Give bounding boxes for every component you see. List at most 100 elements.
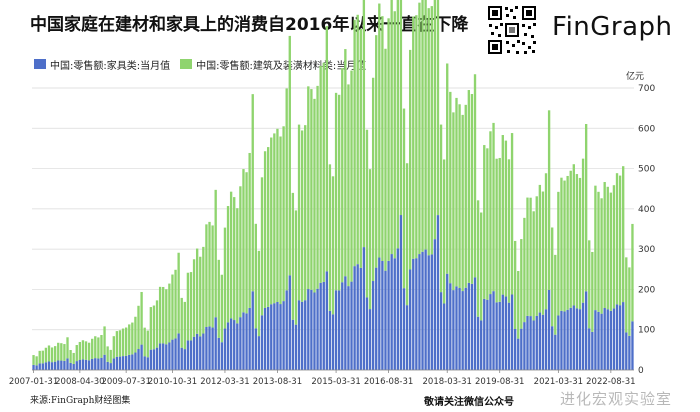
bar-furniture [183, 349, 186, 370]
bar-furniture [628, 335, 631, 370]
bar-materials [57, 342, 60, 361]
bar-materials [578, 177, 582, 310]
bar-furniture [544, 309, 548, 370]
y-tick-label: 100 [638, 326, 655, 336]
bar-furniture [282, 301, 285, 370]
bar-materials [297, 124, 301, 301]
bar-furniture [279, 304, 282, 370]
bar-materials [137, 305, 140, 350]
bar-materials [205, 224, 208, 327]
bar-furniture [106, 361, 109, 370]
bar-materials [433, 0, 437, 240]
bar-materials [248, 152, 251, 308]
bar-materials [146, 330, 149, 358]
bar-materials [436, 0, 440, 216]
bar-furniture [158, 343, 162, 370]
bar-materials [236, 208, 239, 324]
bar-materials [341, 68, 344, 283]
bar-furniture [439, 292, 443, 370]
bar-furniture [328, 310, 332, 370]
bar-materials [594, 185, 597, 311]
bar-furniture [495, 302, 498, 370]
bar-furniture [575, 308, 579, 370]
bar-furniture [594, 310, 597, 370]
bar-furniture [121, 356, 125, 370]
bar-materials [32, 355, 35, 365]
bar-materials [257, 250, 261, 337]
bar-materials [233, 197, 236, 321]
bar-materials [44, 347, 48, 363]
bar-materials [149, 307, 153, 350]
legend-item-materials: 中国:零售额:建筑及装潢材料类:当月值 [180, 57, 366, 72]
bar-materials [551, 227, 554, 327]
bar-materials [600, 198, 603, 314]
bar-furniture [87, 360, 91, 370]
bar-furniture [393, 258, 396, 370]
bar-materials [353, 19, 356, 267]
bar-materials [615, 173, 619, 305]
bar-furniture [526, 315, 529, 370]
bar-materials [239, 186, 242, 318]
bar-furniture [473, 277, 477, 370]
bar-materials [365, 129, 369, 298]
bar-furniture [603, 307, 606, 370]
bar-materials [421, 0, 424, 252]
bar-materials [359, 28, 362, 268]
bar-materials [368, 169, 372, 310]
bar-furniture [103, 354, 106, 370]
bar-materials [492, 122, 495, 292]
bar-materials [476, 200, 480, 317]
bar-furniture [44, 362, 48, 370]
bar-furniture [109, 363, 112, 370]
bar-furniture [140, 344, 143, 370]
bar-furniture [291, 319, 295, 370]
bar-furniture [520, 328, 523, 370]
bar-series [32, 0, 634, 370]
bar-furniture [214, 317, 217, 370]
bar-materials [260, 177, 264, 316]
bar-materials [223, 227, 227, 329]
bar-furniture [75, 361, 78, 370]
bar-furniture [338, 290, 341, 370]
bar-furniture [569, 307, 572, 370]
bar-furniture [202, 333, 205, 370]
bar-materials [390, 0, 393, 255]
bar-materials [38, 350, 41, 364]
bar-furniture [115, 356, 119, 370]
bar-materials [535, 196, 538, 316]
bar-materials [300, 130, 304, 302]
bar-materials [618, 175, 622, 306]
bar-furniture [476, 316, 480, 370]
bar-furniture [94, 358, 97, 370]
bar-materials [162, 286, 165, 344]
bar-furniture [254, 328, 257, 370]
bar-materials [418, 2, 421, 255]
y-tick-label: 200 [638, 285, 655, 295]
bar-furniture [507, 302, 511, 370]
bar-materials [254, 223, 257, 329]
bar-furniture [501, 294, 504, 370]
legend-swatch-furniture [34, 59, 46, 69]
bar-materials [316, 85, 319, 289]
axes: 0 100 200 300 400 500 600 700 2007-01-312008-04-… [9, 84, 656, 387]
bar-furniture [294, 324, 298, 370]
bar-furniture [257, 336, 261, 370]
bar-materials [356, 14, 359, 265]
bar-materials [313, 98, 316, 293]
bar-materials [554, 254, 557, 335]
x-tick-label: 2009-07-31 [101, 377, 150, 387]
bar-furniture [334, 290, 338, 370]
bar-furniture [134, 352, 137, 370]
bar-materials [131, 322, 134, 355]
bar-materials [442, 159, 446, 304]
bar-furniture [143, 356, 146, 370]
bar-materials [486, 148, 489, 300]
bar-furniture [365, 297, 369, 370]
bar-materials [461, 114, 464, 292]
bar-materials [319, 65, 322, 283]
bar-furniture [195, 333, 199, 370]
bar-materials [87, 342, 91, 361]
bar-materials [375, 35, 378, 268]
bar-furniture [319, 282, 322, 370]
bar-furniture [517, 338, 520, 370]
